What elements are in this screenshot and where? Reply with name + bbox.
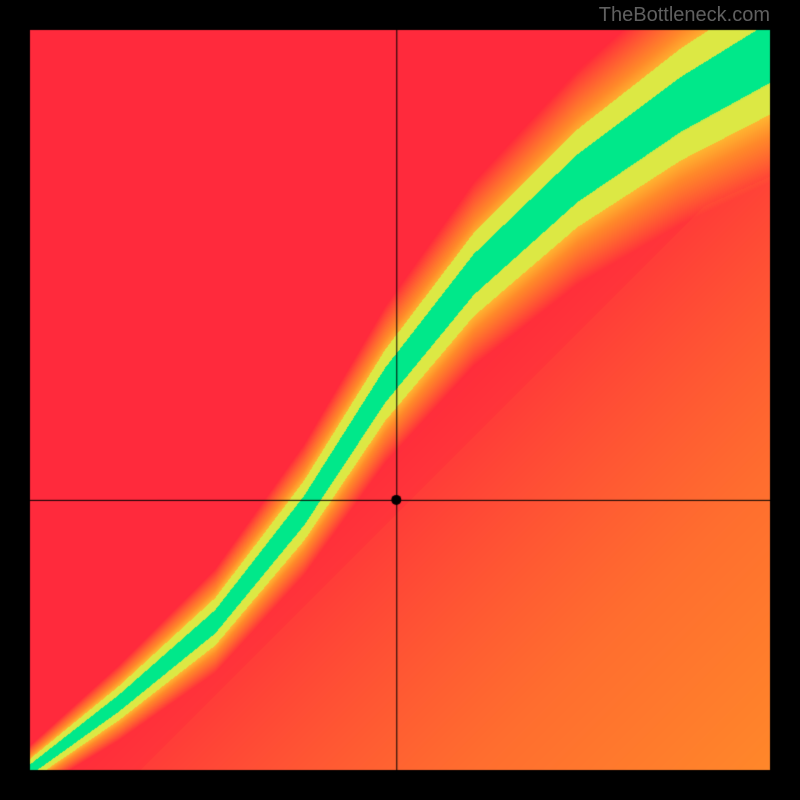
heatmap-canvas <box>0 0 800 800</box>
chart-container: TheBottleneck.com <box>0 0 800 800</box>
watermark-text: TheBottleneck.com <box>599 4 770 27</box>
